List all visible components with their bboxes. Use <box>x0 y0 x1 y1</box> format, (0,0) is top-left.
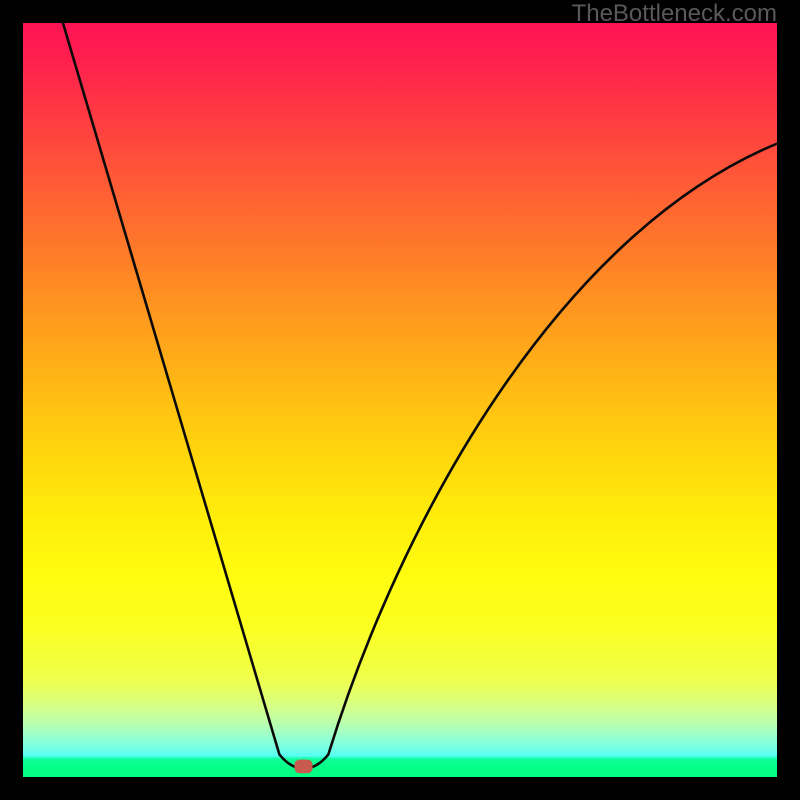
chart-background <box>23 23 777 777</box>
chart-svg <box>23 23 777 777</box>
min-marker <box>294 760 312 774</box>
chart-frame: TheBottleneck.com <box>0 0 800 800</box>
plot-area <box>23 23 777 777</box>
